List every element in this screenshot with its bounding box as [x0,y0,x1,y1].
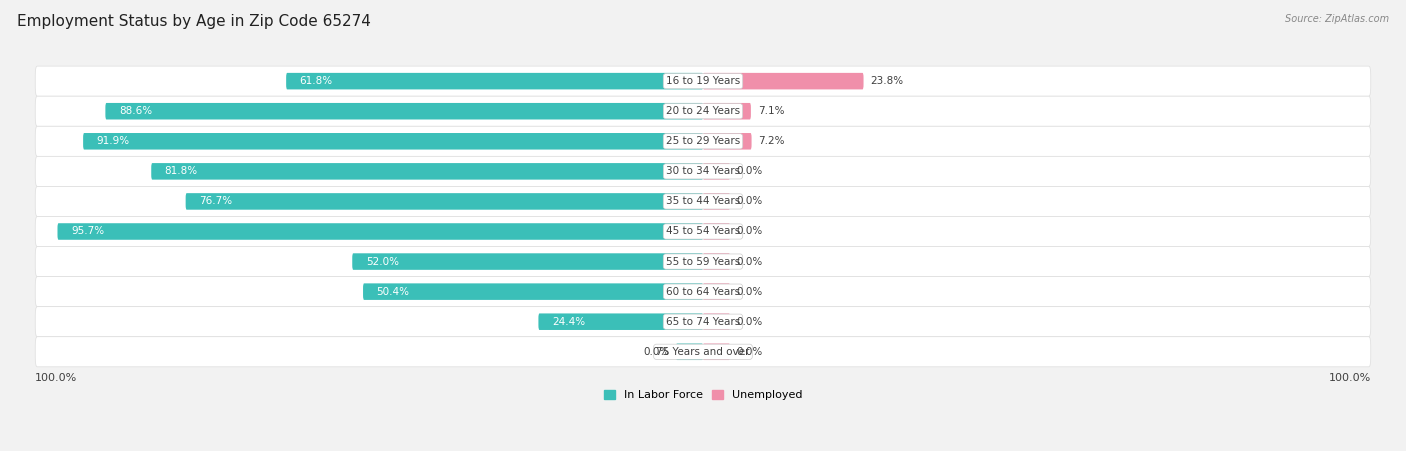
Text: 24.4%: 24.4% [553,317,585,327]
FancyBboxPatch shape [703,344,730,360]
FancyBboxPatch shape [353,253,703,270]
Text: 100.0%: 100.0% [1329,373,1371,383]
Text: 76.7%: 76.7% [200,197,232,207]
FancyBboxPatch shape [287,73,703,89]
Text: 100.0%: 100.0% [35,373,77,383]
Text: 65 to 74 Years: 65 to 74 Years [666,317,740,327]
Text: 0.0%: 0.0% [737,317,763,327]
FancyBboxPatch shape [703,313,730,330]
FancyBboxPatch shape [105,103,703,120]
Text: 75 Years and over: 75 Years and over [657,347,749,357]
Text: 81.8%: 81.8% [165,166,198,176]
FancyBboxPatch shape [703,133,752,150]
Text: 0.0%: 0.0% [737,257,763,267]
Text: 0.0%: 0.0% [737,287,763,297]
Legend: In Labor Force, Unemployed: In Labor Force, Unemployed [599,386,807,405]
FancyBboxPatch shape [35,126,1371,156]
FancyBboxPatch shape [35,186,1371,216]
Text: 45 to 54 Years: 45 to 54 Years [666,226,740,236]
Text: 30 to 34 Years: 30 to 34 Years [666,166,740,176]
Text: 16 to 19 Years: 16 to 19 Years [666,76,740,86]
FancyBboxPatch shape [58,223,703,240]
Text: 50.4%: 50.4% [377,287,409,297]
FancyBboxPatch shape [35,156,1371,186]
Text: 20 to 24 Years: 20 to 24 Years [666,106,740,116]
Text: 25 to 29 Years: 25 to 29 Years [666,136,740,146]
FancyBboxPatch shape [35,216,1371,247]
Text: 60 to 64 Years: 60 to 64 Years [666,287,740,297]
Text: 95.7%: 95.7% [70,226,104,236]
Text: Source: ZipAtlas.com: Source: ZipAtlas.com [1285,14,1389,23]
FancyBboxPatch shape [703,73,863,89]
Text: 7.1%: 7.1% [758,106,785,116]
Text: 7.2%: 7.2% [758,136,785,146]
FancyBboxPatch shape [152,163,703,179]
FancyBboxPatch shape [703,283,730,300]
FancyBboxPatch shape [538,313,703,330]
Text: 0.0%: 0.0% [737,166,763,176]
FancyBboxPatch shape [186,193,703,210]
Text: Employment Status by Age in Zip Code 65274: Employment Status by Age in Zip Code 652… [17,14,371,28]
Text: 0.0%: 0.0% [737,197,763,207]
FancyBboxPatch shape [35,66,1371,96]
FancyBboxPatch shape [703,223,730,240]
FancyBboxPatch shape [703,103,751,120]
Text: 35 to 44 Years: 35 to 44 Years [666,197,740,207]
Text: 88.6%: 88.6% [120,106,152,116]
Text: 0.0%: 0.0% [737,226,763,236]
FancyBboxPatch shape [35,307,1371,337]
FancyBboxPatch shape [703,193,730,210]
Text: 52.0%: 52.0% [366,257,399,267]
FancyBboxPatch shape [35,247,1371,276]
FancyBboxPatch shape [363,283,703,300]
Text: 61.8%: 61.8% [299,76,333,86]
FancyBboxPatch shape [35,276,1371,307]
Text: 55 to 59 Years: 55 to 59 Years [666,257,740,267]
FancyBboxPatch shape [35,96,1371,126]
FancyBboxPatch shape [676,344,703,360]
FancyBboxPatch shape [83,133,703,150]
Text: 0.0%: 0.0% [643,347,669,357]
Text: 91.9%: 91.9% [97,136,129,146]
FancyBboxPatch shape [35,337,1371,367]
FancyBboxPatch shape [703,163,730,179]
Text: 23.8%: 23.8% [870,76,904,86]
Text: 0.0%: 0.0% [737,347,763,357]
FancyBboxPatch shape [703,253,730,270]
